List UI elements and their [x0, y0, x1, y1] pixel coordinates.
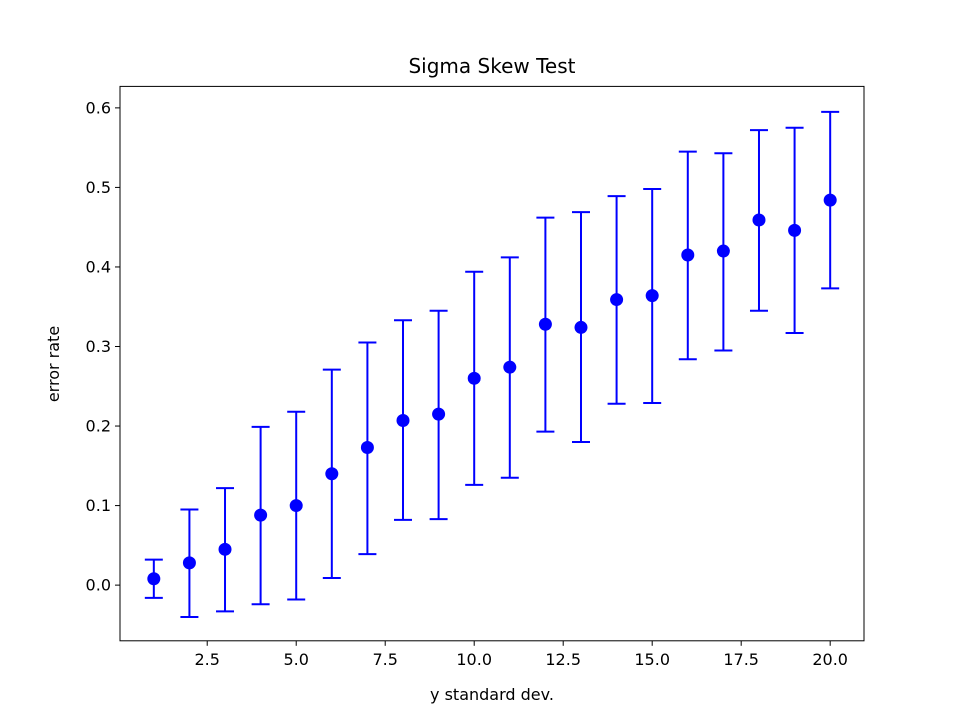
y-tick-label: 0.5 — [86, 178, 111, 197]
data-point — [325, 467, 339, 481]
y-tick-label: 0.4 — [86, 257, 111, 276]
data-point — [610, 293, 624, 307]
y-tick-label: 0.2 — [86, 417, 111, 436]
data-point — [147, 572, 161, 586]
data-point — [716, 244, 730, 258]
data-point — [752, 213, 766, 227]
y-tick-label: 0.0 — [86, 576, 111, 595]
data-point — [788, 223, 802, 237]
x-tick-label: 15.0 — [634, 650, 670, 669]
x-tick-label: 17.5 — [723, 650, 759, 669]
marks-layer — [144, 110, 840, 618]
data-point — [823, 193, 837, 207]
x-tick-label: 2.5 — [194, 650, 219, 669]
ticks-layer: 2.5 5.0 7.5 10.0 12.5 15.0 17.5 20.0 0.0 0.1 0.2 0.… — [86, 98, 848, 668]
data-point — [360, 441, 374, 455]
data-point — [538, 317, 552, 331]
chart-title: Sigma Skew Test — [408, 54, 575, 78]
data-point — [681, 248, 695, 262]
data-point — [218, 542, 232, 556]
data-point — [254, 508, 268, 522]
x-tick-label: 10.0 — [456, 650, 492, 669]
x-axis-label: y standard dev. — [430, 685, 554, 704]
x-tick-label: 7.5 — [372, 650, 397, 669]
y-axis-label: error rate — [44, 326, 63, 402]
x-tick-label: 20.0 — [812, 650, 848, 669]
y-tick-label: 0.1 — [86, 496, 111, 515]
x-tick-label: 5.0 — [283, 650, 308, 669]
data-point — [574, 320, 588, 334]
y-tick-label: 0.6 — [86, 98, 111, 117]
data-point — [467, 371, 481, 385]
x-tick-label: 12.5 — [545, 650, 581, 669]
data-point — [396, 413, 410, 427]
y-tick-label: 0.3 — [86, 337, 111, 356]
plot-area-frame — [119, 85, 865, 642]
data-point — [645, 289, 659, 303]
data-point — [289, 499, 303, 513]
data-point — [182, 556, 196, 570]
data-point — [503, 360, 517, 374]
data-point — [432, 407, 446, 421]
